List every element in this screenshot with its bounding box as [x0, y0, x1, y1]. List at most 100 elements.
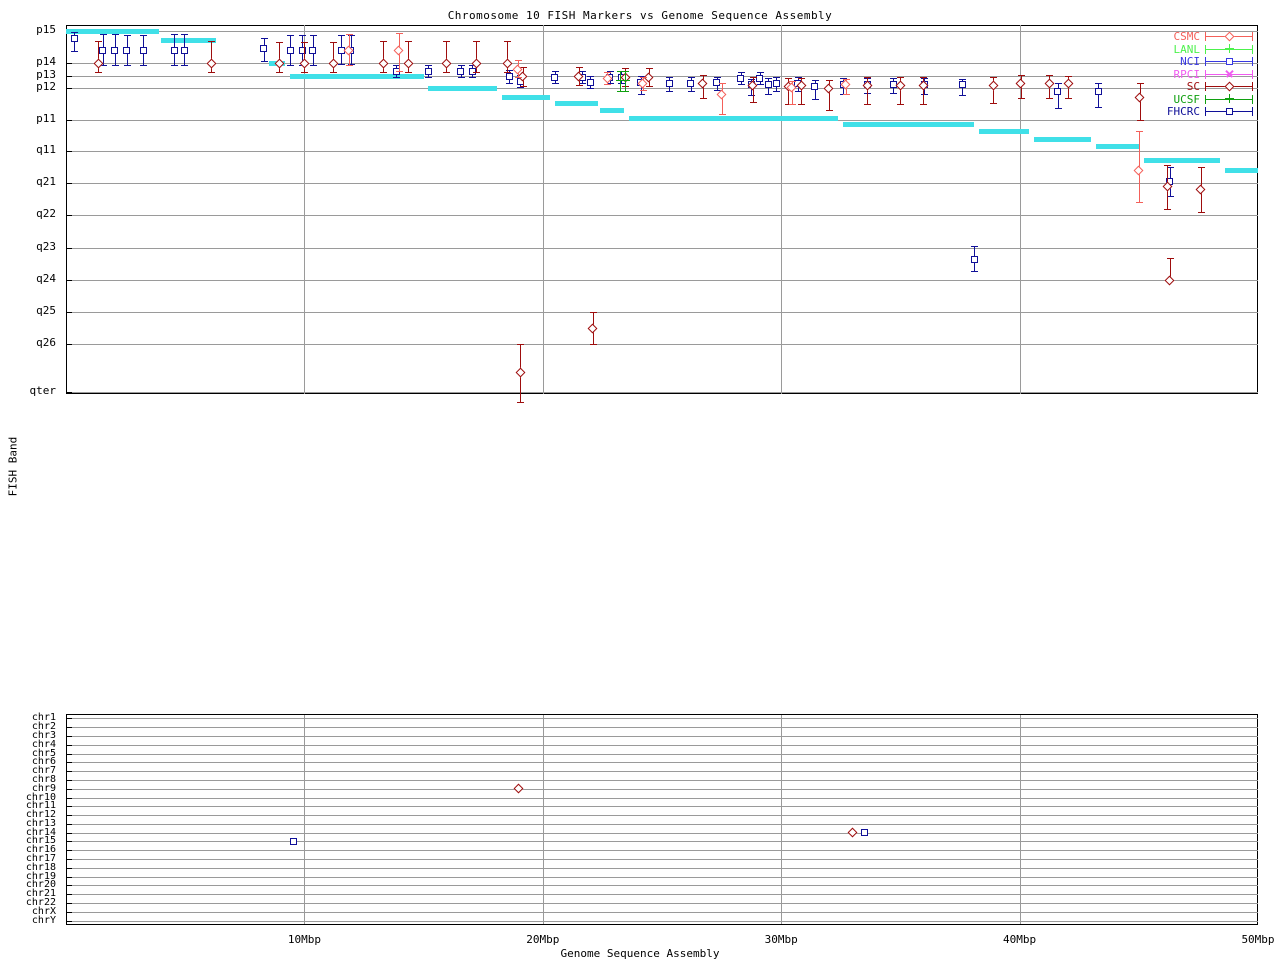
chrom-gridline	[66, 824, 1258, 825]
chrom-tick	[66, 718, 72, 719]
chrom-tick	[66, 912, 72, 913]
assembly-segment	[428, 86, 498, 91]
y-tick-label: q26	[36, 336, 56, 349]
chrom-tick-label: chr20	[25, 879, 56, 890]
error-bar-cap	[1164, 208, 1172, 210]
chrom-tick-label: chr19	[25, 871, 56, 882]
marker-square	[958, 81, 966, 89]
error-bar-cap	[637, 76, 645, 77]
marker-square	[123, 47, 131, 55]
marker-square	[468, 67, 476, 75]
chrom-tick-label: chr12	[25, 809, 56, 820]
error-bar-cap	[637, 94, 645, 96]
chrom-gridline	[66, 859, 1258, 860]
error-bar-cap	[713, 89, 721, 91]
error-bar-cap	[765, 78, 773, 80]
chrom-tick-label: chr15	[25, 835, 56, 846]
error-bar-cap	[260, 61, 268, 63]
error-bar	[923, 77, 925, 104]
error-bar	[304, 42, 306, 73]
assembly-segment	[502, 95, 550, 100]
marker-square	[586, 78, 594, 86]
error-bar-cap	[773, 77, 781, 79]
error-bar-cap	[748, 95, 756, 97]
error-bar-cap	[309, 34, 317, 36]
error-bar-cap	[897, 77, 905, 79]
error-bar-cap	[338, 64, 346, 66]
error-bar-cap	[971, 246, 979, 248]
y-tick	[66, 312, 72, 313]
legend-cap-left	[1205, 44, 1207, 54]
chrom-tick	[66, 771, 72, 772]
y-tick	[66, 392, 72, 393]
legend-marker-square	[1225, 107, 1233, 115]
error-bar-cap	[1135, 130, 1143, 132]
error-bar-cap	[347, 34, 355, 36]
y-tick	[66, 248, 72, 249]
error-bar-cap	[811, 99, 819, 101]
error-bar-cap	[276, 72, 284, 74]
y-tick	[66, 280, 72, 281]
error-bar-cap	[517, 87, 525, 89]
error-bar-cap	[519, 85, 527, 87]
chrom-tick	[66, 754, 72, 755]
chrom-gridline	[66, 780, 1258, 781]
error-bar-cap	[579, 71, 587, 73]
error-bar-cap	[1065, 75, 1073, 77]
error-bar-cap	[1054, 83, 1062, 85]
legend-cap-left	[1205, 57, 1207, 66]
marker-square	[1094, 88, 1102, 96]
error-bar-cap	[473, 72, 481, 74]
chrom-tick-label: chr7	[31, 765, 56, 776]
legend-cap-right	[1252, 32, 1254, 41]
legend-cap-left	[1205, 69, 1207, 79]
marker-square	[286, 47, 294, 55]
error-bar-cap	[587, 76, 595, 77]
error-bar-cap	[617, 91, 625, 93]
error-bar	[1169, 257, 1171, 280]
y-gridline	[66, 31, 1258, 32]
x-tick-label: 20Mbp	[526, 933, 560, 946]
marker-square	[260, 45, 268, 53]
y-tick-label: p14	[36, 55, 56, 68]
marker-square	[1054, 88, 1062, 96]
x-axis-label: Genome Sequence Assembly	[560, 947, 720, 960]
error-bar-cap	[737, 84, 745, 86]
chrom-tick	[66, 850, 72, 851]
error-bar-cap	[380, 72, 388, 74]
error-bar-cap	[405, 41, 413, 43]
error-bar-cap	[123, 64, 131, 66]
chrom-tick	[66, 798, 72, 799]
marker-square	[290, 837, 298, 845]
marker-square	[111, 47, 119, 55]
error-bar-cap	[1166, 167, 1174, 168]
chrom-tick	[66, 903, 72, 904]
legend-cap-right	[1252, 57, 1254, 66]
marker-square	[551, 73, 559, 81]
error-bar-cap	[99, 64, 107, 66]
error-bar-cap	[1166, 257, 1174, 259]
x-gridline	[781, 25, 783, 394]
x-gridline	[542, 25, 544, 394]
marker-square	[687, 79, 695, 87]
main-plot-frame	[66, 25, 1258, 394]
chrom-tick-label: chr17	[25, 853, 56, 864]
error-bar-cap	[785, 104, 793, 105]
legend-marker-square	[1225, 57, 1233, 65]
error-bar-cap	[606, 83, 614, 85]
marker-square	[764, 80, 772, 88]
error-bar-cap	[1017, 97, 1025, 99]
marker-square	[665, 79, 673, 87]
legend-cap-right	[1252, 44, 1254, 54]
chrom-gridline	[66, 806, 1258, 807]
error-bar-cap	[575, 66, 583, 68]
error-bar-cap	[748, 78, 756, 80]
error-bar-cap	[1164, 165, 1172, 167]
error-bar-cap	[347, 64, 355, 66]
marker-square	[861, 829, 869, 837]
error-bar-cap	[959, 78, 967, 80]
error-bar	[476, 41, 478, 73]
error-bar-cap	[519, 66, 527, 68]
y-tick-label: p11	[36, 112, 56, 125]
error-bar-cap	[299, 34, 307, 36]
